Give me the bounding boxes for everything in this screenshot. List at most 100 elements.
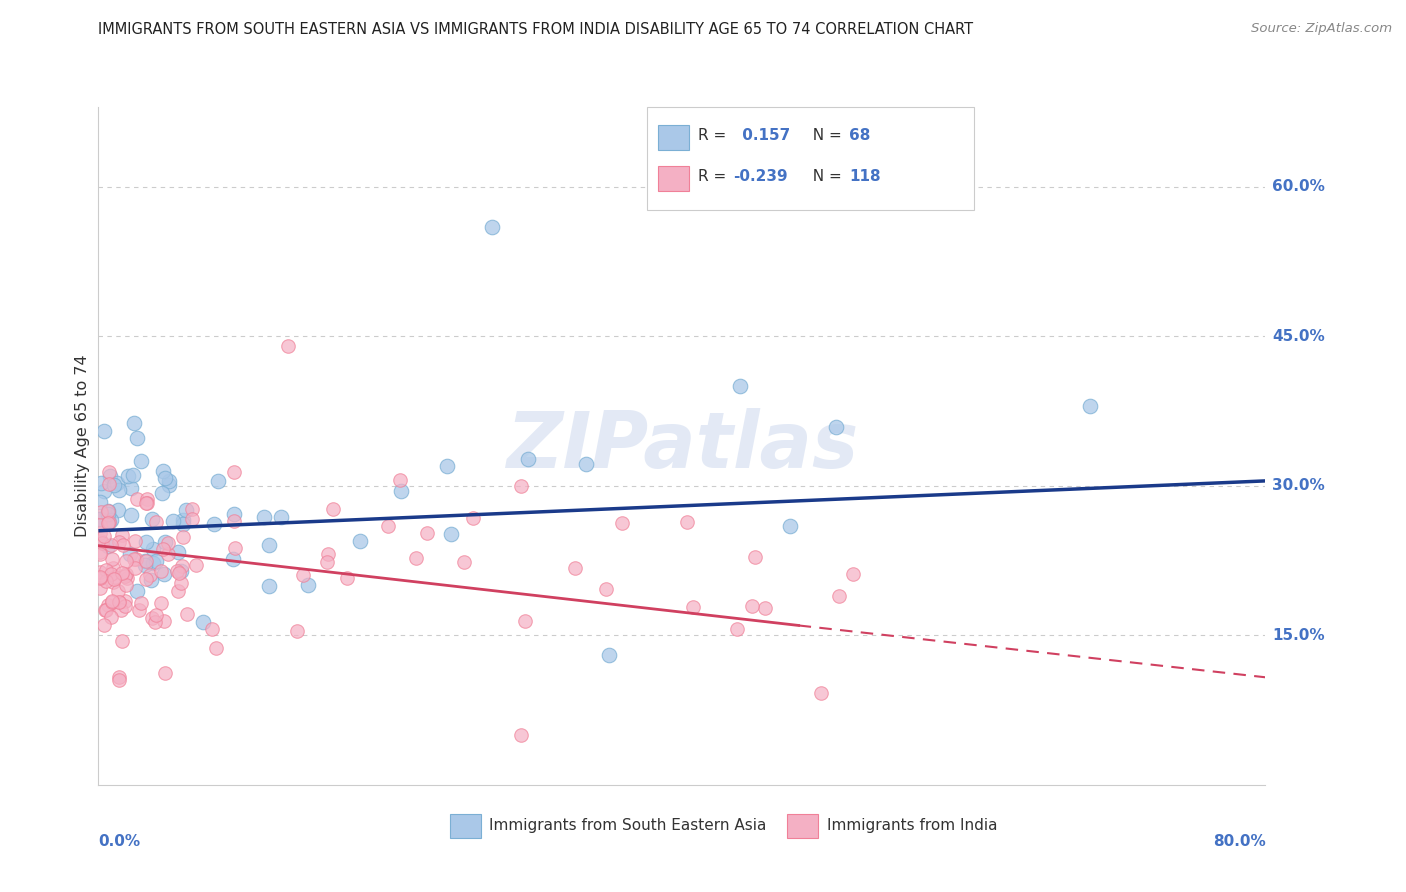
- Point: [405, 551, 427, 566]
- Point: [139, 568, 162, 582]
- Point: [349, 534, 371, 549]
- Point: [97, 598, 120, 612]
- Point: [108, 673, 131, 687]
- Point: [167, 566, 190, 581]
- Text: Immigrants from South Eastern Asia: Immigrants from South Eastern Asia: [489, 818, 766, 832]
- Point: [129, 453, 152, 467]
- Point: [222, 514, 245, 528]
- Text: 15.0%: 15.0%: [1272, 628, 1324, 643]
- Point: [89, 581, 111, 595]
- Point: [105, 475, 128, 490]
- Point: [89, 570, 111, 584]
- Point: [127, 583, 149, 598]
- Point: [93, 484, 115, 499]
- Point: [828, 590, 851, 604]
- Point: [564, 561, 586, 575]
- Point: [141, 542, 163, 557]
- Y-axis label: Disability Age 65 to 74: Disability Age 65 to 74: [75, 355, 90, 537]
- Point: [779, 518, 801, 533]
- Point: [1080, 399, 1102, 413]
- Point: [257, 578, 280, 592]
- Point: [125, 552, 148, 566]
- Point: [172, 513, 194, 527]
- Point: [316, 547, 339, 561]
- Point: [124, 561, 146, 575]
- Text: IMMIGRANTS FROM SOUTH EASTERN ASIA VS IMMIGRANTS FROM INDIA DISABILITY AGE 65 TO: IMMIGRANTS FROM SOUTH EASTERN ASIA VS IM…: [98, 22, 973, 37]
- Point: [575, 457, 598, 471]
- Point: [125, 432, 148, 446]
- Point: [94, 574, 117, 589]
- Point: [114, 593, 136, 607]
- Point: [172, 559, 194, 574]
- Point: [150, 564, 173, 578]
- Point: [94, 603, 117, 617]
- Point: [744, 549, 766, 564]
- Point: [153, 471, 176, 485]
- Point: [135, 534, 157, 549]
- Point: [104, 570, 127, 584]
- Text: R =: R =: [697, 169, 731, 184]
- Point: [810, 685, 832, 699]
- Point: [90, 505, 112, 519]
- Point: [100, 538, 122, 552]
- Point: [156, 547, 179, 561]
- Point: [157, 474, 180, 488]
- Point: [174, 503, 197, 517]
- Point: [101, 594, 124, 608]
- Point: [513, 614, 536, 628]
- Point: [155, 535, 177, 549]
- Text: 68: 68: [849, 128, 870, 143]
- Point: [114, 599, 136, 614]
- Point: [156, 536, 179, 550]
- Point: [135, 554, 157, 568]
- Point: [149, 596, 172, 610]
- Point: [142, 556, 165, 570]
- Point: [253, 509, 276, 524]
- Point: [257, 538, 280, 552]
- Point: [89, 545, 111, 559]
- Point: [111, 566, 134, 580]
- Point: [115, 567, 138, 582]
- Point: [152, 614, 174, 628]
- Point: [725, 622, 748, 636]
- Point: [145, 554, 167, 568]
- Point: [134, 558, 156, 572]
- Point: [118, 547, 141, 561]
- Point: [97, 503, 120, 517]
- Point: [152, 464, 174, 478]
- Point: [103, 573, 125, 587]
- Point: [186, 558, 208, 573]
- Point: [107, 503, 129, 517]
- Point: [97, 540, 120, 554]
- Point: [389, 473, 412, 487]
- Point: [224, 465, 246, 479]
- Point: [682, 600, 704, 615]
- Point: [89, 512, 111, 526]
- Point: [108, 535, 131, 549]
- Point: [222, 552, 245, 566]
- Point: [322, 501, 344, 516]
- Text: 0.157: 0.157: [737, 128, 790, 143]
- Point: [136, 491, 159, 506]
- Point: [167, 544, 190, 558]
- Point: [98, 515, 121, 529]
- Point: [270, 510, 292, 524]
- Point: [107, 670, 129, 684]
- Point: [377, 519, 399, 533]
- Text: -0.239: -0.239: [733, 169, 787, 184]
- Point: [741, 599, 763, 613]
- Point: [103, 561, 125, 575]
- Point: [141, 611, 163, 625]
- Point: [610, 516, 633, 531]
- Point: [100, 513, 122, 527]
- Point: [598, 648, 620, 663]
- Point: [453, 555, 475, 569]
- Point: [108, 595, 131, 609]
- Point: [89, 547, 111, 561]
- Point: [93, 529, 115, 543]
- Point: [170, 564, 193, 578]
- Point: [436, 459, 458, 474]
- Point: [193, 615, 215, 629]
- Text: 45.0%: 45.0%: [1272, 329, 1326, 343]
- Point: [129, 597, 152, 611]
